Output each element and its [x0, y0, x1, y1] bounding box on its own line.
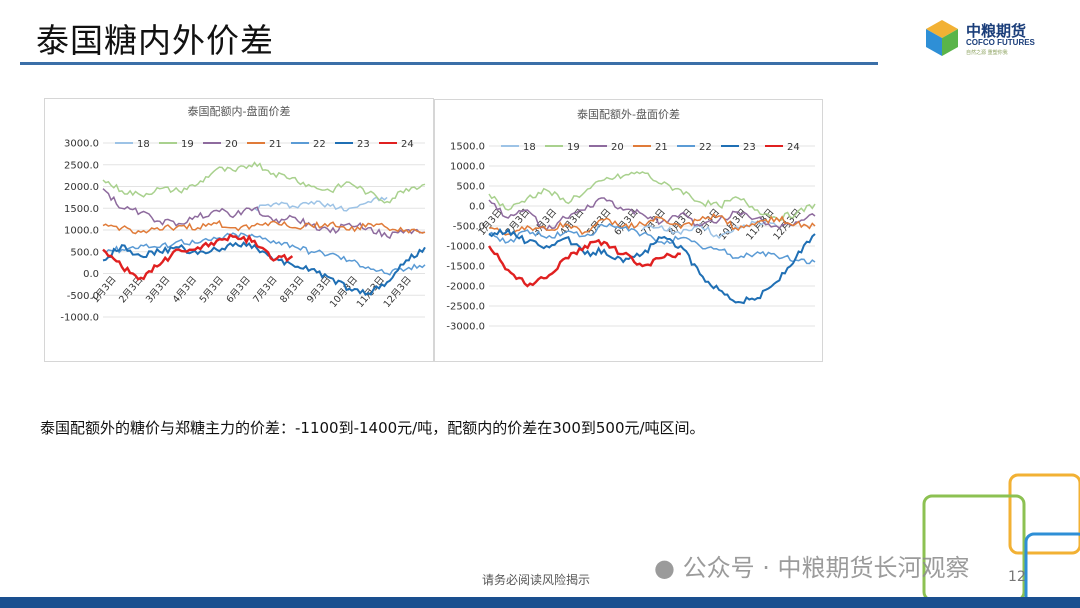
series-line-21	[488, 213, 816, 236]
logo-english-name: COFCO FUTURES	[966, 38, 1035, 47]
legend-label-20: 20	[611, 142, 624, 153]
chart-title: 泰国配额内-盘面价差	[188, 104, 291, 118]
chart-outquota-box: 泰国配额外-盘面价差 1500.0 1000.0 500.0 0.0 -500.0 -100…	[434, 99, 823, 362]
legend-label-19: 19	[567, 142, 580, 153]
wechat-icon: ●	[654, 554, 675, 582]
legend-label-20: 20	[225, 139, 238, 150]
y-tick-label: -500.0	[67, 291, 99, 302]
y-tick-label: -1000.0	[446, 242, 485, 253]
x-tick-label: 8月3日	[278, 274, 306, 305]
y-tick-label: 1000.0	[450, 162, 485, 173]
y-tick-label: -1500.0	[446, 262, 485, 273]
chart-outquota: 泰国配额外-盘面价差 1500.0 1000.0 500.0 0.0 -500.0 -100…	[446, 107, 816, 333]
series-line-21	[102, 219, 426, 235]
y-tick-label: -2500.0	[446, 302, 485, 313]
series-line-18	[641, 220, 778, 240]
risk-disclaimer: 请务必阅读风险揭示	[482, 573, 591, 587]
y-tick-label: 2000.0	[64, 182, 99, 193]
y-tick-label: 0.0	[83, 269, 99, 280]
bottom-bar	[0, 597, 1080, 608]
x-tick-label: 3月3日	[144, 274, 172, 305]
legend-label-23: 23	[357, 139, 370, 150]
x-tick-label: 7月3日	[251, 274, 279, 305]
series-line-24	[487, 238, 681, 288]
y-tick-label: 0.0	[469, 202, 485, 213]
cube-logo-icon	[926, 20, 958, 56]
legend-label-18: 18	[523, 142, 536, 153]
y-tick-label: -2000.0	[446, 282, 485, 293]
series-line-20	[488, 197, 816, 232]
y-tick-label: 1500.0	[450, 142, 485, 153]
series-line-19	[488, 171, 816, 222]
x-tick-label: 3月3日	[531, 207, 559, 238]
slide-title: 泰国糖内外价差	[36, 21, 274, 60]
legend-label-18: 18	[137, 139, 150, 150]
series-line-22	[102, 232, 426, 276]
logo-chinese-name: 中粮期货	[966, 22, 1027, 40]
legend-label-21: 21	[655, 142, 668, 153]
x-tick-label: 12月3日	[382, 274, 414, 310]
y-tick-label: 1500.0	[64, 204, 99, 215]
series-line-22	[488, 222, 816, 265]
y-tick-label: 1000.0	[64, 226, 99, 237]
company-logo: 中粮期货 COFCO FUTURES 自然之源 重塑你我	[922, 18, 1062, 58]
y-tick-label: 3000.0	[64, 139, 99, 150]
x-tick-label: 4月3日	[171, 274, 199, 305]
corner-decoration	[922, 473, 1080, 597]
y-tick-label: -500.0	[453, 222, 485, 233]
legend-label-24: 24	[787, 142, 800, 153]
legend-label-22: 22	[699, 142, 712, 153]
y-tick-label: -1000.0	[60, 313, 99, 324]
page-number: 12	[1008, 569, 1026, 585]
series-line-19	[102, 161, 426, 204]
series-line-20	[102, 188, 426, 240]
y-tick-label: -3000.0	[446, 322, 485, 333]
wechat-watermark: ● 公众号 · 中粮期货长河观察	[654, 548, 969, 583]
y-tick-label: 500.0	[456, 182, 485, 193]
series-line-23	[102, 241, 426, 296]
legend-label-22: 22	[313, 139, 326, 150]
legend-label-19: 19	[181, 139, 194, 150]
legend-label-24: 24	[401, 139, 414, 150]
chart-inquota: 泰国配额内-盘面价差 3000.0 2500.0 2000.0 1500.0 1000.0…	[60, 104, 426, 324]
analysis-note: 泰国配额外的糖价与郑糖主力的价差：-1100到-1400元/吨，配额内的价差在3…	[40, 419, 705, 437]
chart-inquota-box: 泰国配额内-盘面价差 3000.0 2500.0 2000.0 1500.0 1000.0…	[44, 98, 434, 362]
legend-label-21: 21	[269, 139, 282, 150]
y-tick-label: 500.0	[70, 247, 99, 258]
series-line-18	[254, 196, 388, 212]
logo-tagline: 自然之源 重塑你我	[966, 50, 1008, 56]
legend-label-23: 23	[743, 142, 756, 153]
series-line-23	[488, 228, 816, 305]
chart-title: 泰国配额外-盘面价差	[577, 107, 680, 121]
x-tick-label: 5月3日	[585, 207, 613, 238]
y-tick-label: 2500.0	[64, 160, 99, 171]
x-tick-label: 6月3日	[224, 274, 252, 305]
series-line-24	[102, 233, 294, 281]
watermark-text: 公众号 · 中粮期货长河观察	[682, 554, 970, 582]
title-divider	[20, 62, 878, 65]
x-tick-label: 5月3日	[198, 274, 226, 305]
